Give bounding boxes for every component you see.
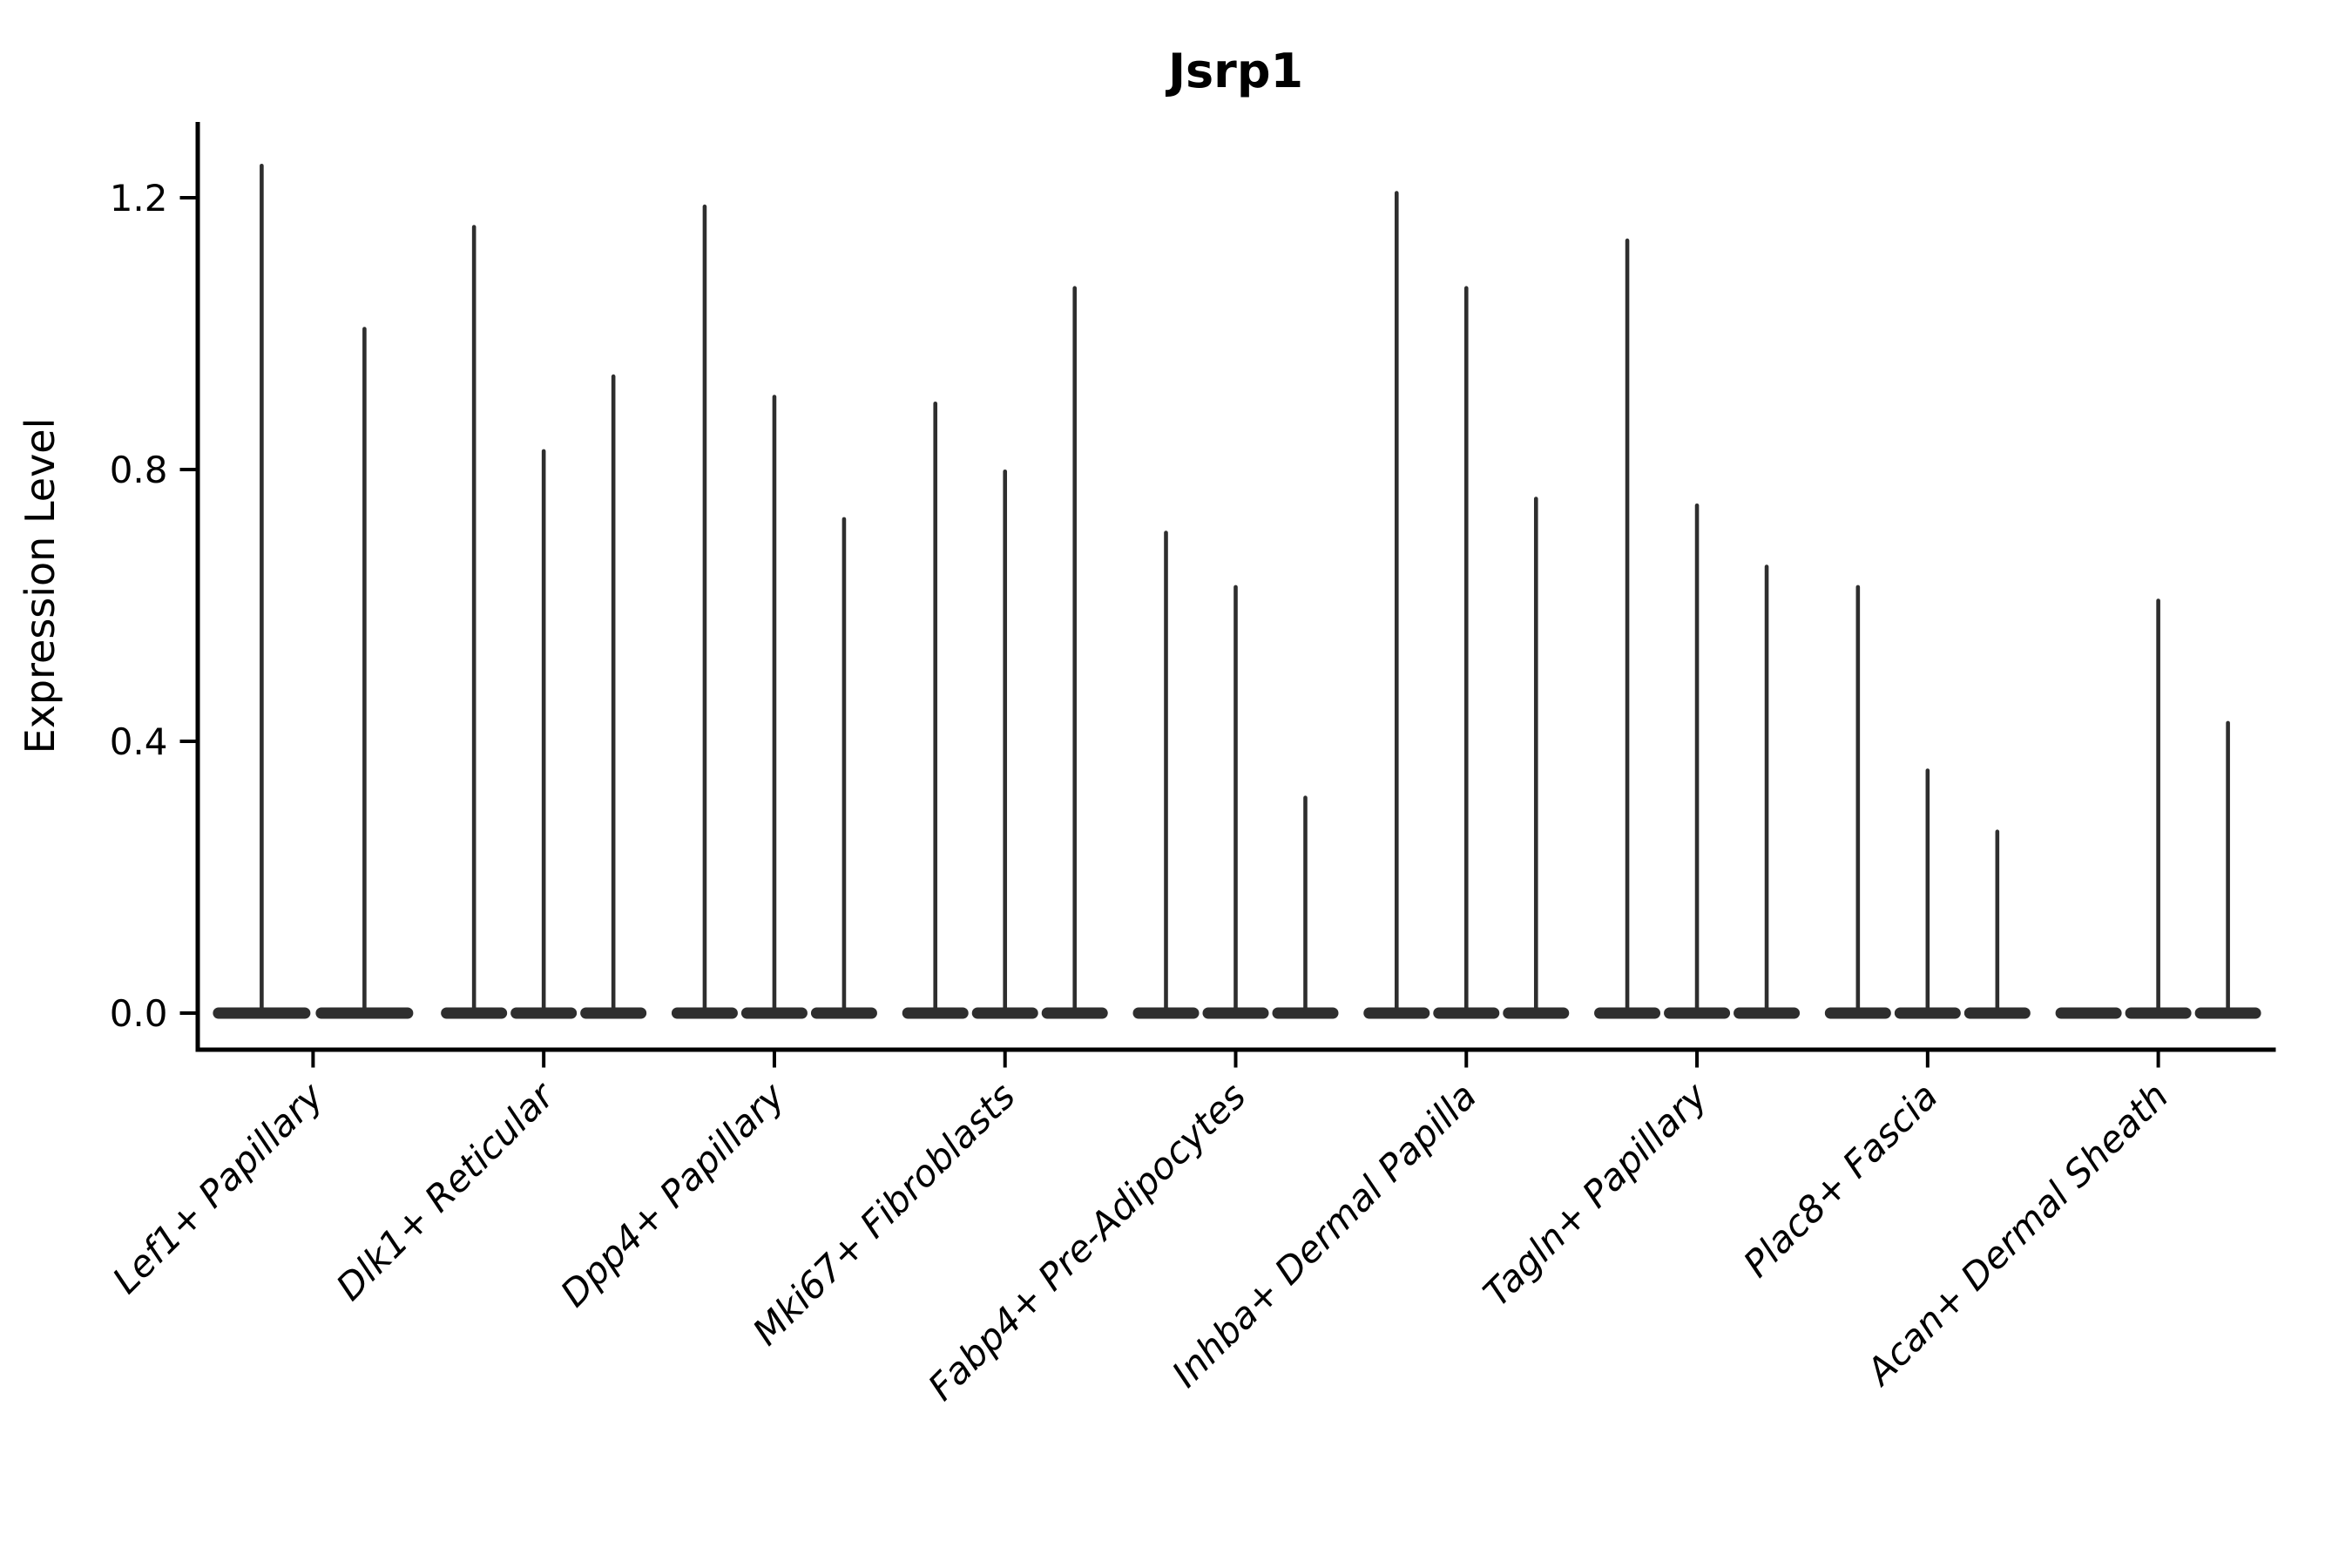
violin-spike <box>1925 768 1930 1013</box>
x-tick <box>311 1051 315 1068</box>
chart-title: Jsrp1 <box>1165 44 1303 98</box>
y-tick <box>179 196 196 199</box>
violin-spike <box>1995 829 2000 1013</box>
violin-spike <box>1855 585 1861 1013</box>
x-tick <box>1695 1051 1700 1068</box>
violin-spike <box>2226 720 2230 1013</box>
violin-spike <box>471 225 476 1013</box>
violin-spike <box>1003 470 1008 1013</box>
x-tick <box>1464 1051 1469 1068</box>
x-axis-spine <box>195 1047 2276 1052</box>
x-tick <box>1925 1051 1930 1068</box>
y-tick-label: 1.2 <box>110 177 168 220</box>
violin-base <box>2055 1007 2122 1019</box>
violin-spike <box>1394 191 1399 1013</box>
y-tick-label: 0.8 <box>110 449 168 491</box>
violin-spike <box>1164 531 1168 1013</box>
y-tick-label: 0.0 <box>110 992 168 1035</box>
x-tick <box>1233 1051 1238 1068</box>
violin-base <box>1664 1007 1731 1019</box>
violin-spike <box>611 374 616 1013</box>
violin-spike <box>772 395 777 1013</box>
violin-base <box>510 1007 578 1019</box>
violin-spike <box>933 402 938 1013</box>
x-tick <box>772 1051 776 1068</box>
violin-spike <box>841 517 847 1013</box>
y-tick <box>179 468 196 471</box>
violin-spike <box>1233 585 1238 1013</box>
y-tick <box>179 1011 196 1015</box>
violin-spike <box>1764 564 1769 1013</box>
violin-spike <box>362 327 367 1013</box>
violin-base <box>1594 1007 1661 1019</box>
y-axis-label: Expression Level <box>17 418 64 754</box>
violin-base <box>580 1007 647 1019</box>
violin-base <box>1894 1007 1961 1019</box>
y-tick-label: 0.4 <box>110 720 168 763</box>
violin-base <box>1963 1007 2031 1019</box>
violin-spike <box>702 204 707 1014</box>
x-tick <box>1003 1051 1007 1068</box>
y-tick <box>179 740 196 743</box>
y-axis-spine <box>195 122 200 1052</box>
x-tick <box>2156 1051 2160 1068</box>
violin-spike <box>1625 238 1630 1013</box>
violin-spike <box>541 449 546 1013</box>
violin-spike <box>1533 497 1538 1013</box>
violin-spike <box>2156 598 2160 1013</box>
violin-base <box>1824 1007 1891 1019</box>
violin-spike <box>1694 504 1700 1013</box>
violin-spike <box>1072 286 1078 1013</box>
x-tick <box>542 1051 546 1068</box>
violin-spike <box>1303 795 1308 1013</box>
violin-spike <box>260 164 264 1013</box>
violin-spike <box>1463 286 1469 1013</box>
